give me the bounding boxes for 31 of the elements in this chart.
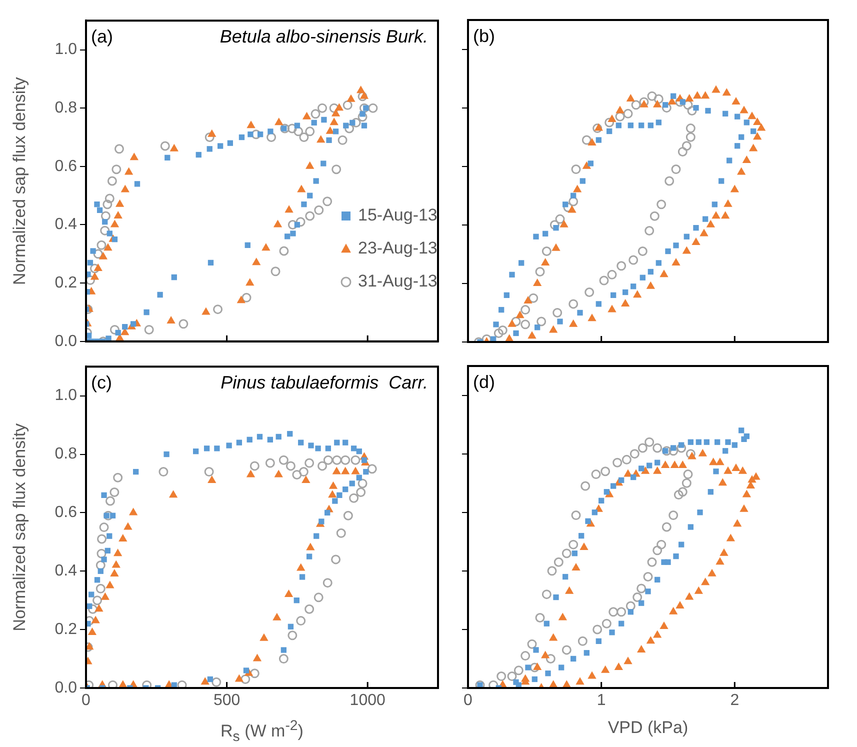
legend-label: 31-Aug-13 [358, 272, 438, 291]
x-axis-title: VPD (kPa) [606, 718, 690, 739]
annotation: (b) [473, 26, 495, 46]
legend-label: 15-Aug-13 [358, 206, 438, 225]
y-tick-label: 0.4 [54, 562, 78, 580]
y-tick-label: 0.0 [54, 332, 78, 350]
annotation: Betula albo-sinensis Burk. [220, 26, 428, 47]
x-tick-label: 0 [464, 692, 473, 710]
x-tick-label: 2 [730, 692, 740, 710]
y-tick-label: 0.2 [54, 620, 78, 638]
y-tick-label: 0.6 [54, 504, 78, 522]
y-tick-label: 0.8 [54, 99, 78, 116]
legend-label: 23-Aug-13 [358, 238, 438, 258]
annotation: (d) [473, 372, 495, 392]
x-tick-label: 1000 [350, 692, 386, 710]
y-axis-title: Normalized sap flux density [10, 422, 29, 632]
x-tick-label: 1 [596, 692, 606, 710]
y-tick-label: 0.6 [54, 158, 78, 175]
annotation: Pinus tabulaeformis Carr. [220, 372, 428, 393]
y-tick-label: 0.8 [54, 446, 78, 463]
y-tick-label: 1.0 [54, 41, 78, 58]
annotation: (a) [91, 26, 113, 47]
y-tick-label: 0.2 [54, 274, 78, 292]
annotation: (c) [91, 372, 112, 393]
y-tick-label: 0.0 [54, 679, 78, 696]
x-tick-label: 500 [213, 692, 240, 710]
y-tick-label: 1.0 [54, 387, 78, 404]
x-axis-title: R$_{s}$ (W m$^{-2}$) [220, 718, 304, 746]
y-tick-label: 0.4 [54, 216, 78, 234]
y-axis-title: Normalized sap flux density [10, 76, 29, 285]
x-tick-label: 0 [82, 692, 91, 710]
